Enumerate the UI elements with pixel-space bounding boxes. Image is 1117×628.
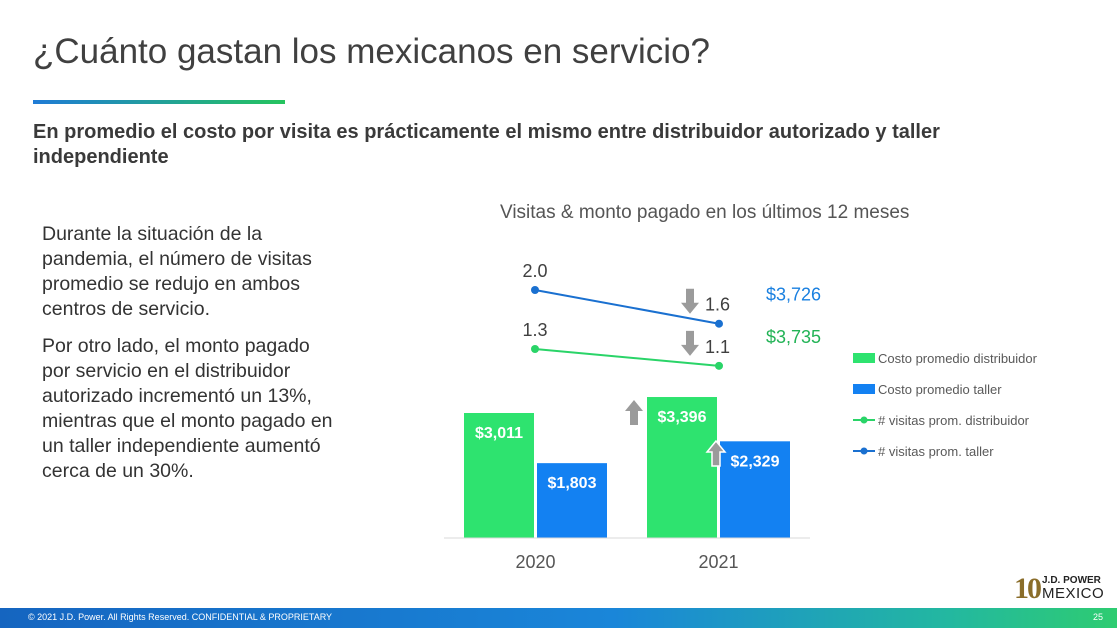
legend-swatch-1 bbox=[853, 384, 875, 394]
bar-label-1-2021: $2,329 bbox=[731, 453, 780, 470]
bar-0-2021 bbox=[647, 397, 717, 538]
page-subtitle: En promedio el costo por visita es práct… bbox=[33, 121, 940, 168]
chart-title: Visitas & monto pagado en los últimos 12… bbox=[500, 202, 910, 223]
logo-brand: J.D. POWER bbox=[1042, 575, 1101, 586]
line-1 bbox=[534, 289, 720, 325]
line-amount-1: $3,726 bbox=[766, 285, 821, 305]
line-label-0-2020: 1.3 bbox=[522, 320, 547, 340]
page-number: 25 bbox=[1092, 612, 1103, 622]
line-point-1-2020 bbox=[531, 286, 539, 294]
bar-0-2020 bbox=[464, 413, 534, 538]
up-arrow-icon bbox=[705, 439, 727, 467]
jd-power-logo: 10 J.D. POWER MEXICO bbox=[1014, 572, 1105, 605]
line-label-1-2021: 1.6 bbox=[705, 295, 730, 315]
up-arrow-icon bbox=[625, 400, 643, 425]
legend-label-bar-0: Costo promedio distribuidor bbox=[878, 351, 1038, 366]
logo-anniversary-number: 10 bbox=[1014, 572, 1042, 605]
line-point-0-2021 bbox=[715, 361, 723, 370]
line-amount-0: $3,735 bbox=[766, 327, 821, 347]
bar-label-1-2020: $1,803 bbox=[548, 475, 597, 492]
bar-label-0-2020: $3,011 bbox=[475, 425, 523, 442]
legend-label-line-1: # visitas prom. taller bbox=[878, 444, 994, 459]
footer-copyright: © 2021 J.D. Power. All Rights Reserved. … bbox=[28, 612, 333, 622]
bar-1-2021 bbox=[720, 441, 790, 538]
body-paragraph-2: Por otro lado, el monto pagado por servi… bbox=[42, 335, 333, 482]
down-arrow-icon bbox=[681, 330, 699, 356]
body-text: Durante la situación de la pandemia, el … bbox=[42, 222, 342, 496]
chart: $3,011 $1,803 2020 $3,396 $2,329 2021 1.3 1.1 $3… bbox=[444, 261, 1038, 572]
body-paragraph-1: Durante la situación de la pandemia, el … bbox=[42, 223, 312, 320]
footer-bar: © 2021 J.D. Power. All Rights Reserved. … bbox=[0, 608, 1117, 628]
logo-region: MEXICO bbox=[1042, 585, 1105, 602]
title-underline bbox=[33, 100, 285, 104]
legend-marker-1 bbox=[860, 447, 868, 455]
legend-marker-0 bbox=[860, 416, 868, 424]
line-label-1-2020: 2.0 bbox=[522, 261, 547, 281]
page-title: ¿Cuánto gastan los mexicanos en servicio… bbox=[33, 32, 711, 71]
bar-1-2020 bbox=[537, 463, 607, 538]
legend-label-bar-1: Costo promedio taller bbox=[878, 382, 1002, 397]
legend-swatch-0 bbox=[853, 353, 875, 363]
x-tick-2020: 2020 bbox=[515, 552, 555, 572]
down-arrow-icon bbox=[681, 288, 699, 314]
x-tick-2021: 2021 bbox=[698, 552, 738, 572]
bar-label-0-2021: $3,396 bbox=[658, 409, 707, 426]
line-0 bbox=[534, 348, 720, 367]
line-point-0-2020 bbox=[531, 345, 539, 353]
line-point-1-2021 bbox=[715, 319, 723, 328]
legend-label-line-0: # visitas prom. distribuidor bbox=[878, 413, 1030, 428]
line-label-0-2021: 1.1 bbox=[705, 337, 730, 357]
